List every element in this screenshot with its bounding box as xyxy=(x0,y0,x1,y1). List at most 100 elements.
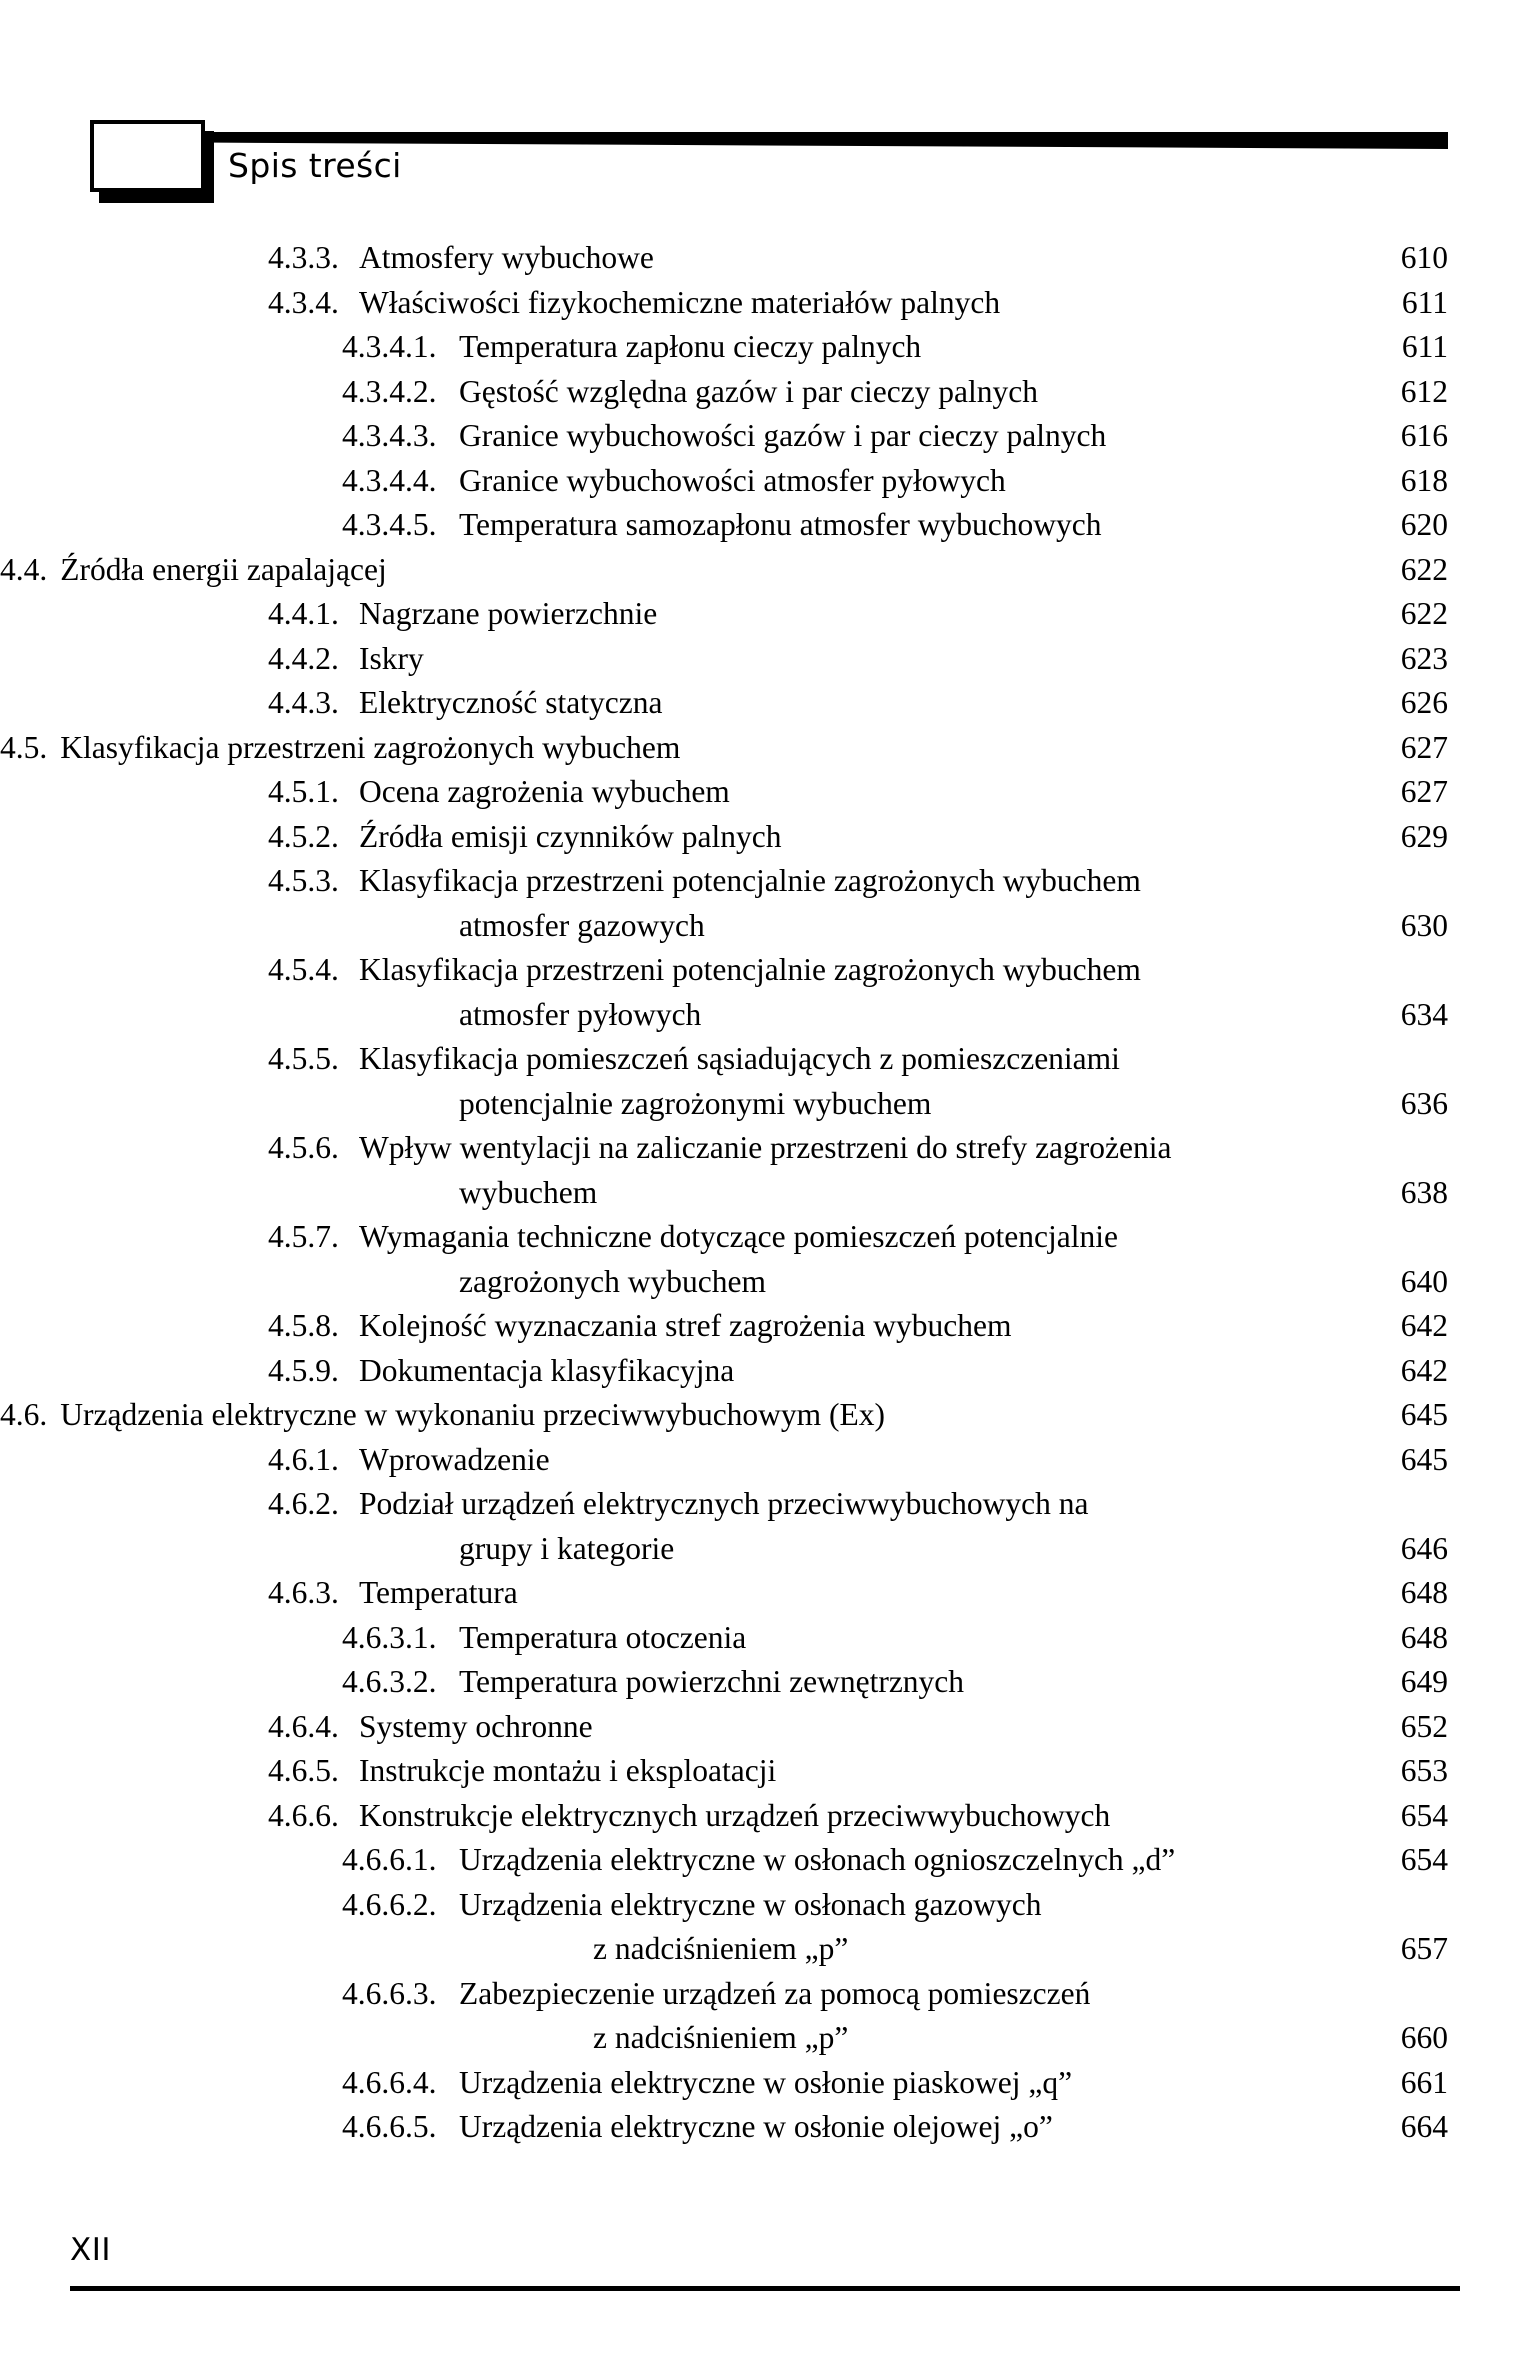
toc-entry[interactable]: 4.5.9. Dokumentacja klasyfikacyjna 642 xyxy=(0,1349,1530,1394)
toc-entry-page-number: 627 xyxy=(1400,774,1448,809)
toc-entry-title-continued: z nadciśnieniem „p” xyxy=(593,2020,849,2055)
toc-entry[interactable]: 4.6.6.5. Urządzenia elektryczne w osłonie… xyxy=(0,2105,1530,2150)
toc-entry-page-number: 636 xyxy=(1400,1085,1448,1121)
toc-entry[interactable]: 4.4.1. Nagrzane powierzchnie 622 xyxy=(0,592,1530,637)
toc-entry-title: Urządzenia elektryczne w osłonach gazowy… xyxy=(459,1886,1042,1922)
toc-entry[interactable]: 4.6.5. Instrukcje montażu i eksploatacji 6… xyxy=(0,1749,1530,1794)
toc-entry[interactable]: 4.6.6.4. Urządzenia elektryczne w osłonie… xyxy=(0,2061,1530,2106)
toc-entry[interactable]: 4.6.6.2. Urządzenia elektryczne w osłonac… xyxy=(0,1883,1530,1928)
toc-entry-continuation[interactable]: grupy i kategorie 646 xyxy=(0,1527,1530,1572)
toc-entry-page-number: 627 xyxy=(1400,729,1448,765)
toc-entry[interactable]: 4.4.3. Elektryczność statyczna 626 xyxy=(0,681,1530,726)
toc-entry-number: 4.6.3.2. xyxy=(342,1664,437,1699)
toc-entry-title: Temperatura zapłonu cieczy palnych xyxy=(459,329,922,364)
toc-entry-title: Dokumentacja klasyfikacyjna xyxy=(359,1352,735,1388)
toc-entry-number: 4.6.6.2. xyxy=(342,1886,437,1922)
toc-entry[interactable]: 4.6.6.1. Urządzenia elektryczne w osłonac… xyxy=(0,1838,1530,1883)
toc-entry-title: Urządzenia elektryczne w wykonaniu przec… xyxy=(60,1397,886,1432)
toc-entry-page-number: 660 xyxy=(1400,2020,1448,2055)
toc-entry[interactable]: 4.3.4.1. Temperatura zapłonu cieczy palny… xyxy=(0,325,1530,370)
toc-entry-number: 4.6. xyxy=(0,1397,48,1432)
toc-entry-number: 4.5.6. xyxy=(268,1130,339,1165)
toc-entry-page-number: 618 xyxy=(1400,462,1448,498)
toc-entry[interactable]: 4.3.4.2. Gęstość względna gazów i par cie… xyxy=(0,370,1530,415)
toc-entry-title: Temperatura powierzchni zewnętrznych xyxy=(459,1664,965,1699)
toc-entry-number: 4.6.1. xyxy=(268,1441,339,1477)
toc-entry-number: 4.3.4. xyxy=(268,284,339,320)
toc-entry-page-number: 642 xyxy=(1400,1308,1448,1343)
toc-entry-title: Granice wybuchowości atmosfer pyłowych xyxy=(459,462,1006,498)
toc-entry-title-continued: z nadciśnieniem „p” xyxy=(593,1931,849,1966)
toc-entry-continuation[interactable]: wybuchem 638 xyxy=(0,1171,1530,1216)
toc-entry-number: 4.6.2. xyxy=(268,1486,339,1521)
toc-entry-title: Właściwości fizykochemiczne materiałów p… xyxy=(359,284,1001,320)
toc-entry-page-number: 626 xyxy=(1400,685,1448,720)
toc-entry-number: 4.4.3. xyxy=(268,685,339,720)
toc-entry[interactable]: 4.5.8. Kolejność wyznaczania stref zagroż… xyxy=(0,1304,1530,1349)
toc-entry[interactable]: 4.6. Urządzenia elektryczne w wykonaniu p… xyxy=(0,1393,1530,1438)
toc-entry-number: 4.5.9. xyxy=(268,1352,339,1388)
toc-entry-title-continued: potencjalnie zagrożonymi wybuchem xyxy=(459,1085,932,1121)
toc-entry-title: Temperatura otoczenia xyxy=(459,1619,747,1655)
toc-entry[interactable]: 4.5.1. Ocena zagrożenia wybuchem 627 xyxy=(0,770,1530,815)
toc-entry[interactable]: 4.3.4.3. Granice wybuchowości gazów i par… xyxy=(0,414,1530,459)
toc-entry[interactable]: 4.5. Klasyfikacja przestrzeni zagrożonych… xyxy=(0,726,1530,771)
toc-entry-page-number: 664 xyxy=(1400,2109,1448,2144)
toc-entry-title: Iskry xyxy=(359,640,424,676)
toc-entry[interactable]: 4.5.5. Klasyfikacja pomieszczeń sąsiadują… xyxy=(0,1037,1530,1082)
toc-entry-number: 4.6.6.5. xyxy=(342,2109,437,2144)
toc-entry-number: 4.6.3.1. xyxy=(342,1619,437,1655)
toc-entry[interactable]: 4.5.6. Wpływ wentylacji na zaliczanie prz… xyxy=(0,1126,1530,1171)
toc-entry[interactable]: 4.6.3.1. Temperatura otoczenia 648 xyxy=(0,1616,1530,1661)
toc-entry-title-continued: wybuchem xyxy=(459,1174,598,1210)
toc-entry-continuation[interactable]: z nadciśnieniem „p” 660 xyxy=(0,2016,1530,2061)
toc-entry-title: Źródła emisji czynników palnych xyxy=(359,818,782,854)
toc-entry-continuation[interactable]: atmosfer pyłowych 634 xyxy=(0,993,1530,1038)
toc-entry[interactable]: 4.3.4.4. Granice wybuchowości atmosfer py… xyxy=(0,459,1530,504)
toc-entry-number: 4.6.4. xyxy=(268,1708,339,1744)
toc-entry[interactable]: 4.5.3. Klasyfikacja przestrzeni potencjal… xyxy=(0,859,1530,904)
toc-entry-page-number: 620 xyxy=(1400,507,1448,542)
toc-entry-page-number: 661 xyxy=(1400,2064,1448,2100)
toc-entry-page-number: 611 xyxy=(1401,329,1448,364)
toc-entry[interactable]: 4.6.6. Konstrukcje elektrycznych urządzeń… xyxy=(0,1794,1530,1839)
toc-entry-number: 4.3.4.2. xyxy=(342,373,437,409)
toc-entry-title: Kolejność wyznaczania stref zagrożenia w… xyxy=(359,1308,1012,1343)
toc-entry-continuation[interactable]: atmosfer gazowych 630 xyxy=(0,904,1530,949)
toc-entry-title: Temperatura xyxy=(359,1575,518,1610)
toc-entry-continuation[interactable]: zagrożonych wybuchem 640 xyxy=(0,1260,1530,1305)
toc-entry[interactable]: 4.4.2. Iskry 623 xyxy=(0,637,1530,682)
toc-entry-page-number: 657 xyxy=(1400,1931,1448,1966)
toc-entry[interactable]: 4.3.3. Atmosfery wybuchowe 610 xyxy=(0,236,1530,281)
toc-entry[interactable]: 4.5.4. Klasyfikacja przestrzeni potencjal… xyxy=(0,948,1530,993)
toc-entry[interactable]: 4.6.1. Wprowadzenie 645 xyxy=(0,1438,1530,1483)
toc-entry-title-continued: atmosfer gazowych xyxy=(459,907,705,943)
toc-entry-number: 4.6.6.1. xyxy=(342,1842,437,1877)
toc-entry-page-number: 622 xyxy=(1400,551,1448,587)
toc-entry-page-number: 640 xyxy=(1400,1263,1448,1299)
toc-entry[interactable]: 4.5.2. Źródła emisji czynników palnych 629 xyxy=(0,815,1530,860)
toc-entry-title: Urządzenia elektryczne w osłonie piaskow… xyxy=(459,2064,1073,2100)
toc-entry-page-number: 622 xyxy=(1400,596,1448,631)
toc-entry-page-number: 645 xyxy=(1400,1397,1448,1432)
toc-entry-number: 4.5. xyxy=(0,729,48,765)
page-folio: XII xyxy=(70,2232,112,2268)
toc-entry-title: Wprowadzenie xyxy=(359,1441,550,1477)
toc-entry[interactable]: 4.4. Źródła energii zapalającej 622 xyxy=(0,548,1530,593)
toc-entry-number: 4.6.6. xyxy=(268,1797,339,1833)
toc-entry-page-number: 612 xyxy=(1400,373,1448,409)
toc-entry-continuation[interactable]: z nadciśnieniem „p” 657 xyxy=(0,1927,1530,1972)
toc-entry[interactable]: 4.6.4. Systemy ochronne 652 xyxy=(0,1705,1530,1750)
toc-entry-number: 4.5.4. xyxy=(268,952,339,987)
toc-entry-title: Ocena zagrożenia wybuchem xyxy=(359,774,730,809)
toc-entry-number: 4.3.4.5. xyxy=(342,507,437,542)
toc-entry[interactable]: 4.5.7. Wymagania techniczne dotyczące pom… xyxy=(0,1215,1530,1260)
toc-entry[interactable]: 4.6.2. Podział urządzeń elektrycznych prz… xyxy=(0,1482,1530,1527)
toc-entry[interactable]: 4.6.3.2. Temperatura powierzchni zewnętrz… xyxy=(0,1660,1530,1705)
toc-entry-number: 4.6.6.4. xyxy=(342,2064,437,2100)
toc-entry-continuation[interactable]: potencjalnie zagrożonymi wybuchem 636 xyxy=(0,1082,1530,1127)
toc-entry[interactable]: 4.6.6.3. Zabezpieczenie urządzeń za pomoc… xyxy=(0,1972,1530,2017)
toc-entry[interactable]: 4.3.4. Właściwości fizykochemiczne materi… xyxy=(0,281,1530,326)
toc-entry[interactable]: 4.3.4.5. Temperatura samozapłonu atmosfer… xyxy=(0,503,1530,548)
toc-entry[interactable]: 4.6.3. Temperatura 648 xyxy=(0,1571,1530,1616)
